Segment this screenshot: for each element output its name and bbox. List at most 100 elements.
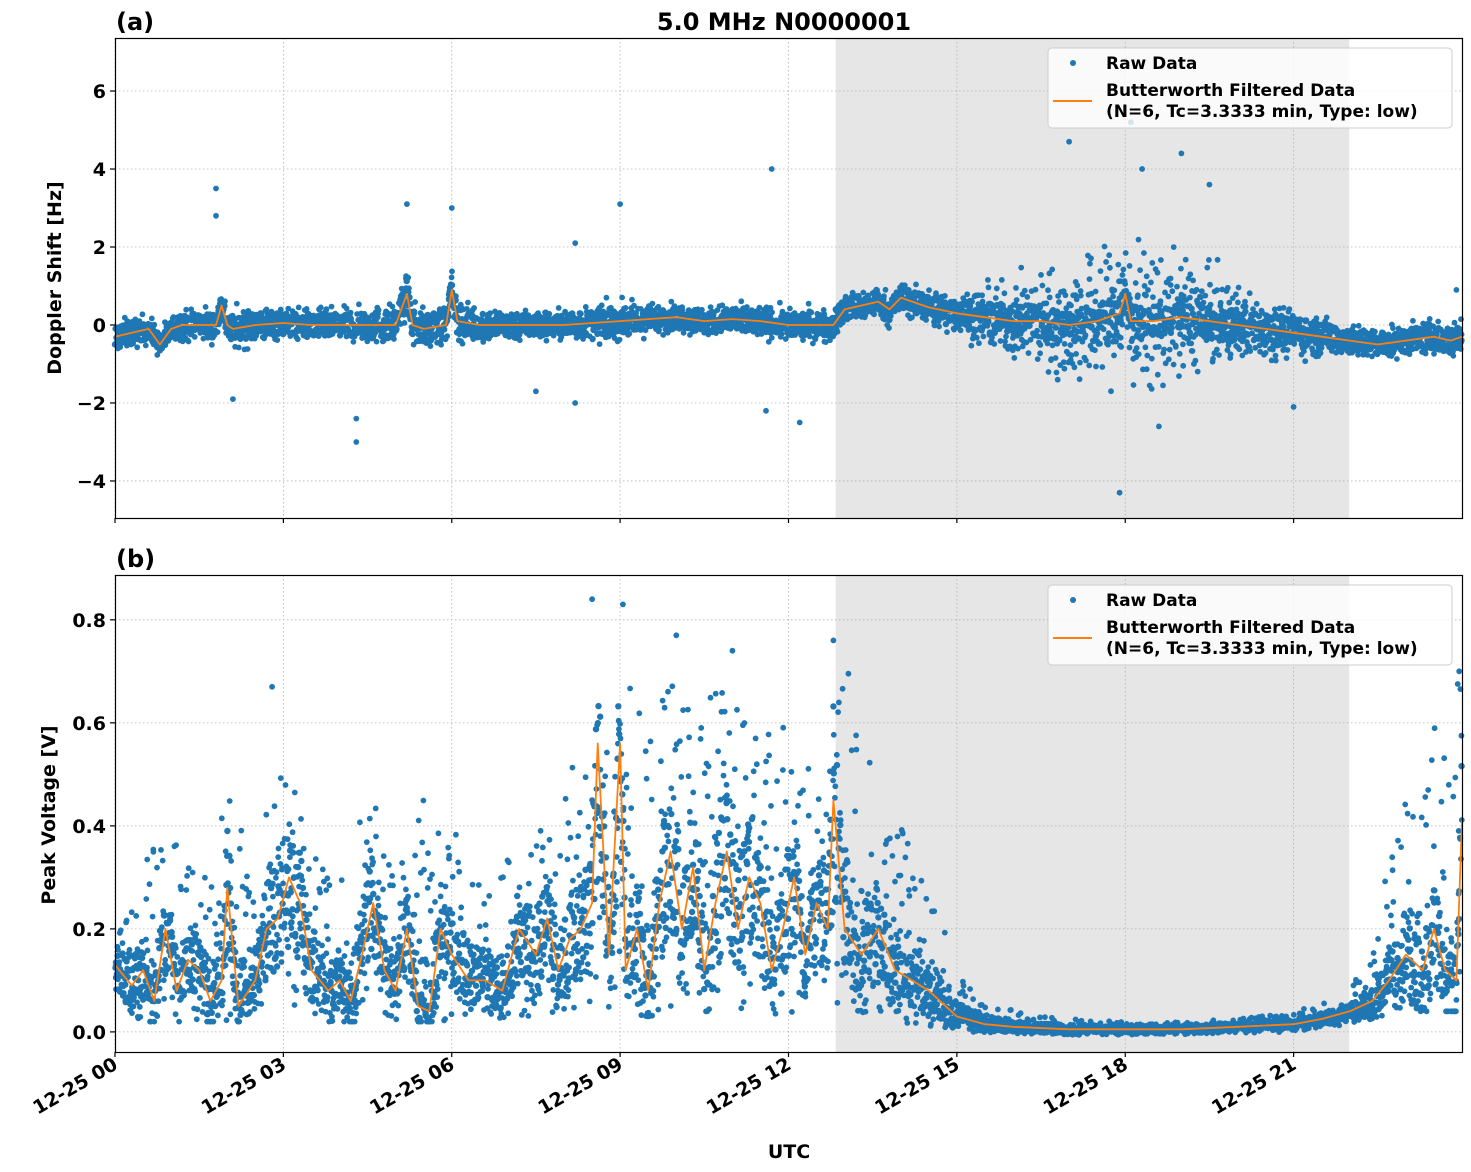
raw-data-point [396, 299, 403, 307]
raw-data-point [1170, 361, 1177, 368]
raw-data-point [1086, 276, 1093, 282]
raw-data-point [1039, 282, 1046, 289]
raw-data-point [448, 281, 456, 289]
raw-data-point [996, 303, 1003, 310]
raw-data-point [1408, 325, 1415, 333]
raw-data-point [1149, 260, 1156, 266]
raw-data-point [651, 309, 658, 316]
raw-data-outlier [1066, 138, 1072, 145]
raw-data-point [1037, 342, 1044, 348]
raw-data-point [1372, 349, 1379, 357]
raw-data-point [1444, 331, 1451, 338]
raw-data-point [1036, 304, 1044, 311]
y-tick-label: −2 [77, 393, 106, 415]
raw-data-point [1250, 306, 1256, 312]
raw-data-point [507, 331, 515, 338]
raw-data-point [777, 299, 783, 306]
raw-data-point [1217, 299, 1224, 306]
raw-data-point [1077, 292, 1084, 299]
raw-data-point [1148, 279, 1154, 286]
raw-data-outlier [533, 388, 539, 395]
raw-data-point [935, 317, 942, 324]
raw-data-point [1317, 350, 1324, 356]
raw-data-point [1045, 287, 1051, 294]
raw-data-point [705, 327, 712, 334]
raw-data-point [1133, 345, 1140, 351]
raw-data-point [1092, 288, 1099, 295]
raw-data-point [594, 330, 601, 337]
raw-data-point [119, 940, 126, 946]
raw-data-point [1167, 282, 1174, 288]
raw-data-point [603, 294, 610, 301]
raw-data-point [1105, 341, 1111, 348]
raw-data-point [808, 309, 815, 316]
raw-data-point [516, 331, 523, 338]
raw-data-point [1236, 346, 1243, 353]
raw-data-point [621, 311, 629, 319]
raw-data-point [1207, 301, 1214, 308]
raw-data-point [973, 334, 980, 341]
raw-data-point [1141, 250, 1147, 256]
raw-data-point [218, 815, 225, 822]
raw-data-point [1242, 303, 1249, 310]
raw-data-point [1394, 356, 1400, 362]
raw-data-point [1208, 331, 1215, 338]
raw-data-point [1132, 280, 1139, 286]
raw-data-point [215, 1012, 221, 1019]
raw-data-point [1224, 347, 1231, 353]
raw-data-point [655, 303, 662, 310]
raw-data-point [1049, 342, 1056, 349]
raw-data-point [1162, 360, 1169, 367]
raw-data-point [852, 313, 860, 320]
raw-data-point [144, 947, 151, 954]
raw-data-point [1283, 355, 1290, 361]
raw-data-point [1208, 336, 1215, 342]
raw-data-point [1313, 315, 1320, 322]
raw-data-point [1176, 373, 1182, 379]
raw-data-point [141, 336, 148, 343]
legend-filtered-label: Butterworth Filtered Data [1106, 81, 1355, 101]
raw-data-point [1141, 283, 1148, 289]
raw-data-point [660, 332, 667, 338]
raw-data-outlier [353, 439, 360, 445]
raw-data-point [188, 316, 195, 324]
raw-data-point [886, 316, 893, 324]
raw-data-point [616, 336, 623, 343]
raw-data-point [178, 886, 185, 893]
raw-data-point [117, 927, 124, 934]
raw-data-point [154, 1013, 161, 1019]
raw-data-point [1062, 292, 1069, 299]
raw-data-point [202, 914, 209, 921]
raw-data-point [1372, 334, 1379, 341]
raw-data-point [189, 869, 196, 876]
raw-data-point [1122, 250, 1129, 256]
raw-data-point [1067, 342, 1074, 348]
raw-data-point [169, 994, 176, 1001]
raw-data-point [1233, 291, 1239, 298]
raw-data-point [161, 995, 168, 1002]
raw-data-point [1095, 308, 1103, 316]
raw-data-point [1013, 297, 1020, 303]
raw-data-point [113, 339, 121, 346]
raw-data-point [1379, 330, 1387, 337]
raw-data-point [185, 865, 192, 872]
raw-data-point [273, 328, 280, 336]
raw-data-point [233, 903, 240, 910]
raw-data-point [810, 340, 816, 347]
raw-data-point [192, 922, 199, 929]
y-tick-label: 4 [93, 159, 106, 181]
raw-data-point [1099, 364, 1106, 370]
raw-data-point [183, 306, 190, 313]
y-tick-label: −4 [77, 471, 106, 493]
raw-data-point [1142, 344, 1149, 351]
raw-data-point [176, 1018, 183, 1025]
raw-data-point [244, 346, 251, 352]
raw-data-point [864, 293, 871, 300]
raw-data-outlier [353, 415, 360, 422]
raw-data-point [1156, 301, 1164, 308]
raw-data-point [1444, 325, 1451, 332]
raw-data-point [576, 310, 583, 317]
raw-data-point [317, 304, 324, 311]
raw-data-point [905, 287, 912, 294]
